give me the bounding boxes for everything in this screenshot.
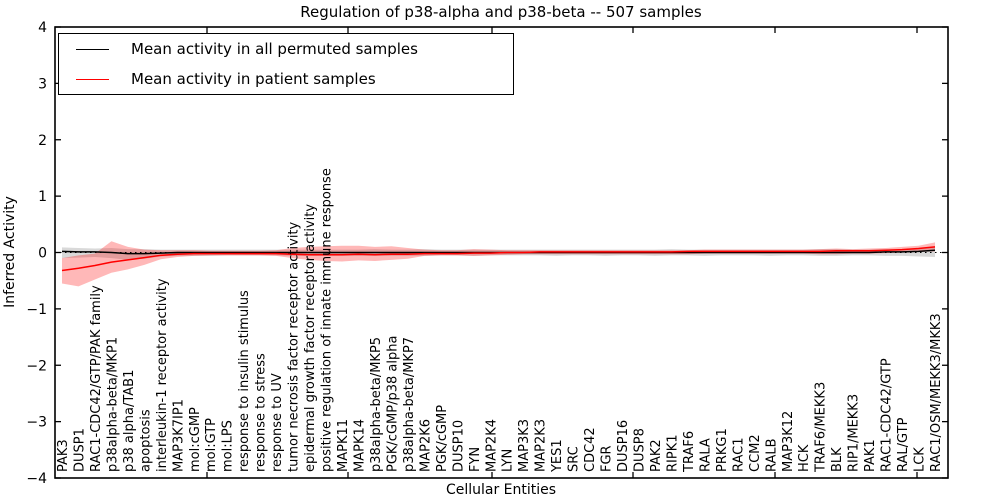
x-tick-label: MAP3K7IP1 (171, 399, 186, 472)
x-tick-label: PGK/cGMP/p38 alpha (385, 336, 400, 472)
x-tick-label: p38 alpha/TAB1 (122, 370, 137, 472)
x-tick-label: DUSP10 (451, 420, 466, 472)
x-tick-label: RAC1-CDC42/GTP/PAK family (89, 285, 104, 472)
x-tick-label: RALB (764, 438, 779, 472)
legend-item-permuted: Mean activity in all permuted samples (59, 36, 513, 62)
x-tick-label: p38alpha-beta/MKP5 (369, 337, 384, 472)
series-band-permuted (62, 247, 935, 260)
x-tick-label: p38alpha-beta/MKP1 (105, 337, 120, 472)
x-tick-label: MAP2K6 (418, 419, 433, 472)
x-tick-label: PAK3 (56, 439, 71, 472)
x-tick-label: PAK2 (649, 439, 664, 472)
x-tick-label: MAP2K3 (534, 419, 549, 472)
y-tick-label: 4 (38, 20, 47, 36)
x-tick-label: DUSP1 (72, 428, 87, 472)
x-tick-label: MAPK11 (336, 419, 351, 472)
legend-line-red-icon (76, 78, 109, 80)
x-tick-label: mol:GTP (204, 418, 219, 472)
y-tick-label: −2 (26, 358, 47, 374)
series-band-patient (62, 241, 935, 287)
x-tick-label: PGK/cGMP (435, 405, 450, 472)
x-tick-label: RAC1-CDC42/GTP (880, 358, 895, 472)
x-axis-label: Cellular Entities (446, 482, 556, 498)
x-tick-label: RAC1/OSM/MEKK3/MKK3 (929, 313, 944, 472)
x-tick-label: CDC42 (583, 427, 598, 472)
x-tick-label: MAPK14 (352, 419, 367, 472)
x-tick-label: apoptosis (138, 409, 153, 472)
x-tick-label: MAP3K12 (781, 411, 796, 472)
x-tick-label: response to UV (270, 373, 285, 472)
y-tick-label: −1 (26, 302, 47, 318)
x-tick-label: DUSP8 (633, 428, 648, 472)
legend-item-patient: Mean activity in patient samples (59, 66, 513, 92)
x-tick-label: FYN (468, 447, 483, 472)
series-line-patient (61, 246, 936, 272)
y-tick-label: 1 (38, 189, 47, 205)
legend-line-black-icon (76, 48, 109, 50)
x-tick-label: TRAF6/MEKK3 (814, 382, 829, 473)
x-tick-label: YES1 (550, 439, 565, 473)
x-tick-label: RIPK1 (665, 434, 680, 472)
x-tick-label: RAL/GTP (896, 417, 911, 472)
x-tick-label: p38alpha-beta/MKP7 (402, 337, 417, 472)
x-tick-label: RIP1/MEKK3 (847, 394, 862, 472)
x-tick-label: mol:cGMP (188, 407, 203, 472)
x-tick-label: MAP2K4 (484, 419, 499, 472)
x-tick-label: epidermal growth factor receptor activit… (303, 204, 318, 472)
legend-label-patient: Mean activity in patient samples (131, 70, 376, 88)
y-axis-label: Inferred Activity (2, 196, 18, 308)
y-tick-label: 0 (38, 246, 47, 262)
x-tick-label: SRC (567, 446, 582, 472)
x-tick-label: FGR (600, 445, 615, 472)
y-tick-label: 3 (38, 76, 47, 92)
legend-label-permuted: Mean activity in all permuted samples (131, 40, 418, 58)
x-tick-label: LCK (913, 447, 928, 472)
x-tick-label: tumor necrosis factor receptor activity (287, 221, 302, 472)
x-tick-label: RAC1 (731, 437, 746, 472)
x-tick-label: TRAF6 (682, 431, 697, 473)
y-tick-label: −4 (26, 471, 47, 487)
x-tick-label: interleukin-1 receptor activity (155, 278, 170, 472)
x-tick-label: BLK (830, 447, 845, 472)
x-tick-label: response to stress (254, 353, 269, 472)
x-tick-label: positive regulation of innate immune res… (320, 168, 335, 472)
plot-content: 4 3 2 1 0 −1 −2 −3 −4 PAK3 DUSP1 RAC1-CDC42/GTP/PAK… (26, 20, 949, 487)
x-tick-label: PAK1 (863, 439, 878, 472)
x-tick-label: PRKG1 (715, 428, 730, 472)
x-tick-label: response to insulin stimulus (237, 290, 252, 472)
x-tick-label: HCK (797, 444, 812, 472)
x-tick-label: CCM2 (748, 434, 763, 472)
y-tick-label: −3 (26, 415, 47, 431)
x-tick-label: RALA (698, 438, 713, 472)
x-tick-label: MAP3K3 (517, 419, 532, 472)
legend: Mean activity in all permuted samples Me… (58, 33, 514, 95)
x-tick-label: DUSP16 (616, 420, 631, 472)
x-tick-label: LYN (501, 449, 516, 472)
y-tick-label: 2 (38, 133, 47, 149)
chart-title: Regulation of p38-alpha and p38-beta -- … (300, 3, 702, 21)
x-tick-label: mol:LPS (221, 420, 236, 472)
